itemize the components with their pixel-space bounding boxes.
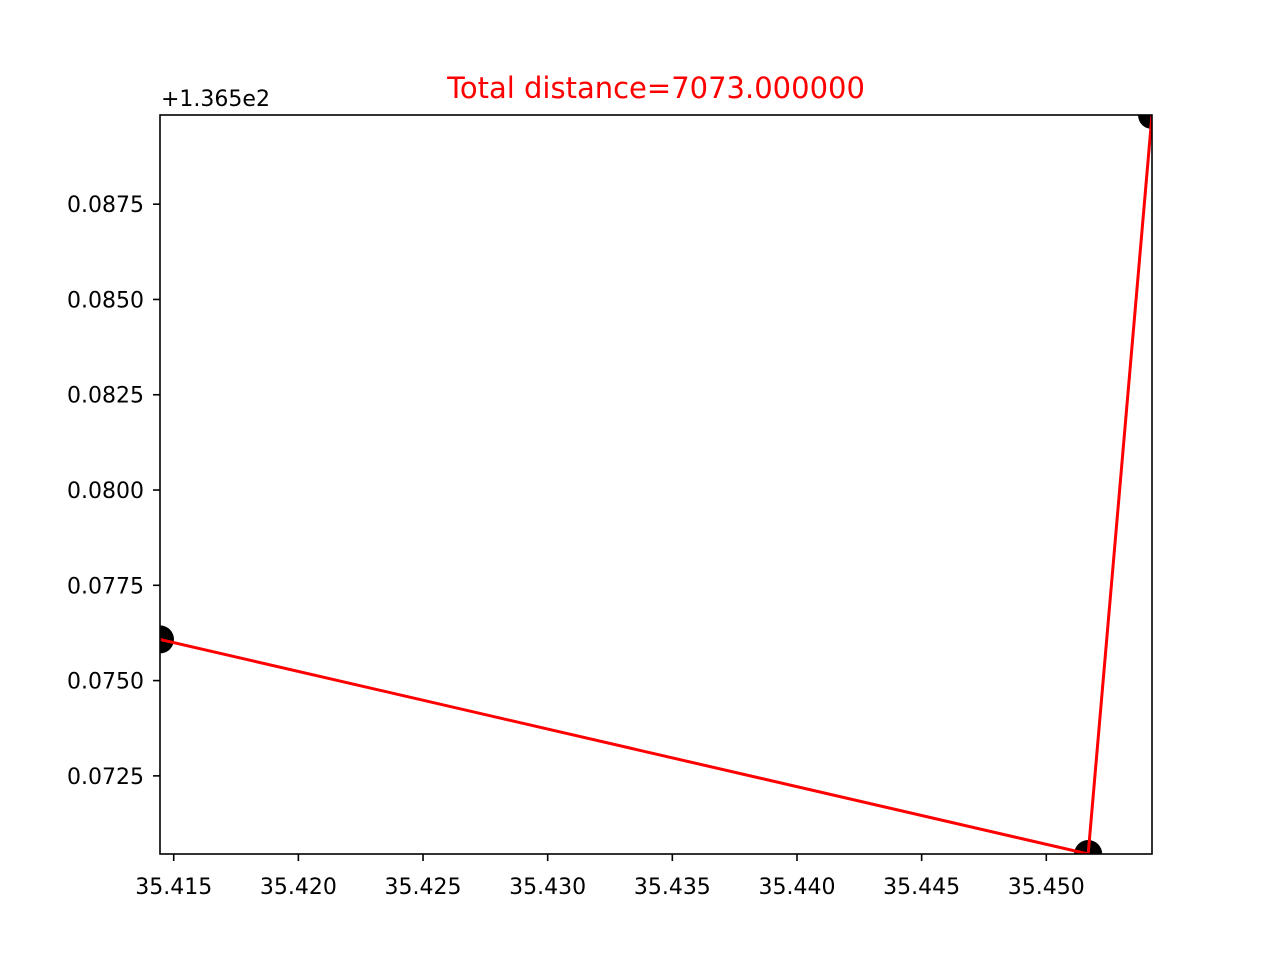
x-tick-label: 35.430 <box>509 875 586 900</box>
y-axis-offset-label: +1.365e2 <box>161 87 270 112</box>
y-tick-label: 0.0725 <box>67 765 144 790</box>
route-series <box>160 115 1152 854</box>
x-tick-label: 35.440 <box>758 875 835 900</box>
x-tick-label: 35.420 <box>260 875 337 900</box>
y-tick-label: 0.0775 <box>67 574 144 599</box>
x-tick-label: 35.435 <box>634 875 711 900</box>
route-line <box>160 115 1152 854</box>
y-tick-label: 0.0750 <box>67 670 144 695</box>
y-tick-label: 0.0800 <box>67 479 144 504</box>
y-tick-label: 0.0825 <box>67 384 144 409</box>
x-tick-label: 35.415 <box>135 875 212 900</box>
y-tick-label: 0.0850 <box>67 288 144 313</box>
city-point <box>1138 115 1152 129</box>
plot-frame <box>159 114 1153 855</box>
chart-title: Total distance=7073.000000 <box>446 71 865 105</box>
x-tick-label: 35.425 <box>385 875 462 900</box>
y-axis-ticks: 0.0725 0.0750 0.0775 0.0800 0.0825 0.0850 0.08… <box>67 193 160 790</box>
x-tick-label: 35.445 <box>883 875 960 900</box>
y-tick-label: 0.0875 <box>67 193 144 218</box>
city-point <box>160 625 174 654</box>
x-tick-label: 35.450 <box>1008 875 1085 900</box>
x-axis-ticks: 35.415 35.420 35.425 35.430 35.435 35.440 35.4… <box>135 854 1085 900</box>
